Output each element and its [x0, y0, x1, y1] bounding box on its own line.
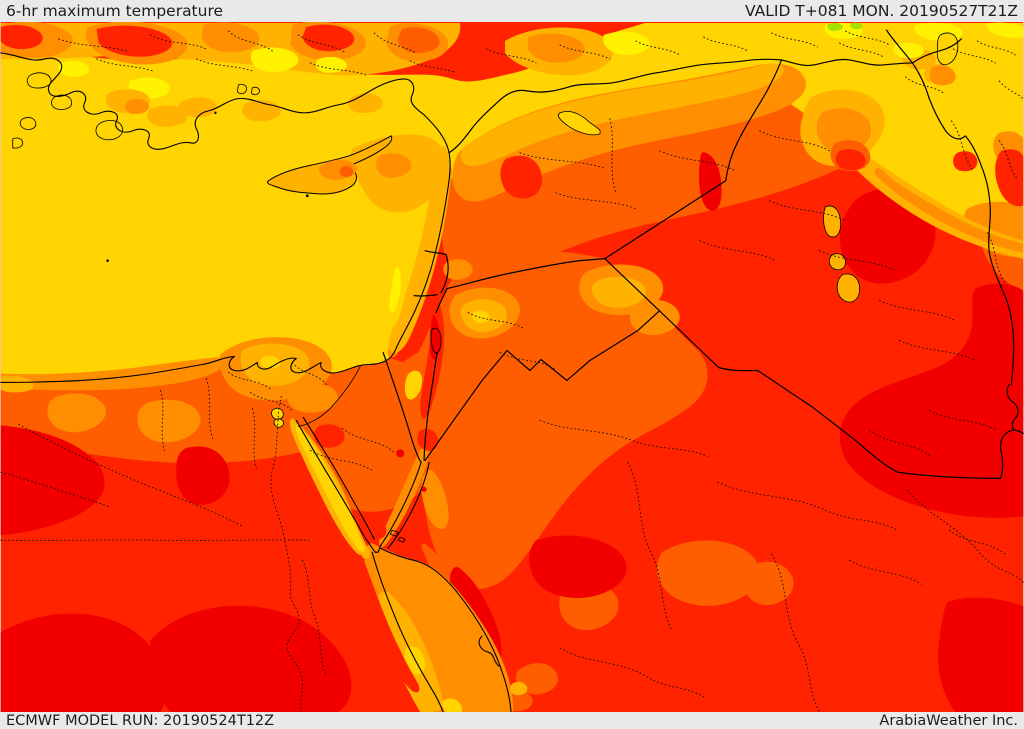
red-sea-shores [371, 547, 512, 712]
border-iran [885, 29, 1015, 386]
border-israel-egypt [382, 351, 422, 463]
persian-gulf-corner [1006, 383, 1019, 431]
turkey-levant-egypt-coast [0, 52, 451, 384]
border-turkey-armenia [911, 38, 962, 64]
gulf-of-aqaba-shores [374, 461, 430, 553]
border-jordan-river-arava [423, 288, 448, 461]
gold-lemon-details [260, 254, 490, 552]
turkey-north-strip [0, 22, 650, 127]
nile-river [270, 396, 304, 712]
northeast-highlands [800, 22, 1024, 253]
header-bar: 6-hr maximum temperature VALID T+081 MON… [0, 0, 1024, 22]
admin-boundaries-dotted [0, 30, 1024, 712]
border-turkey-iraq [781, 58, 914, 67]
border-lebanon [413, 250, 449, 297]
border-kuwait [999, 429, 1024, 479]
temperature-map [0, 22, 1024, 712]
dead-sea [430, 327, 442, 354]
border-syria-iraq [604, 59, 783, 260]
turkey-small-lakes [236, 83, 260, 96]
valid-time-label: VALID T+081 MON. 20190527T21Z [745, 2, 1018, 20]
bitter-lakes [271, 407, 284, 428]
suez-canal [297, 366, 361, 427]
map-title: 6-hr maximum temperature [6, 2, 224, 20]
jordan-valley-hot-streak [417, 155, 543, 451]
border-turkey-syria [448, 58, 783, 154]
border-syria-jordan [446, 258, 606, 290]
border-jordan-saudi [424, 309, 661, 461]
cyprus-island [267, 135, 412, 198]
country-borders [382, 29, 1024, 479]
coastlines [0, 52, 1019, 712]
border-iraq-saudi [604, 258, 1001, 479]
sinai-egypt-hotspots [314, 424, 427, 693]
aegean-islands [12, 72, 217, 262]
lake-assad [557, 111, 601, 136]
model-run-label: ECMWF MODEL RUN: 20190524T12Z [6, 712, 275, 729]
footer-bar: ECMWF MODEL RUN: 20190524T12Z ArabiaWeat… [0, 712, 1024, 729]
iraq-lakes [823, 205, 860, 303]
gulf-of-suez-shores [295, 416, 376, 553]
lakes [236, 83, 860, 428]
red-sea-islets [389, 529, 406, 543]
map-canvas [0, 22, 1024, 712]
credit-label: ArabiaWeather Inc. [879, 712, 1018, 729]
